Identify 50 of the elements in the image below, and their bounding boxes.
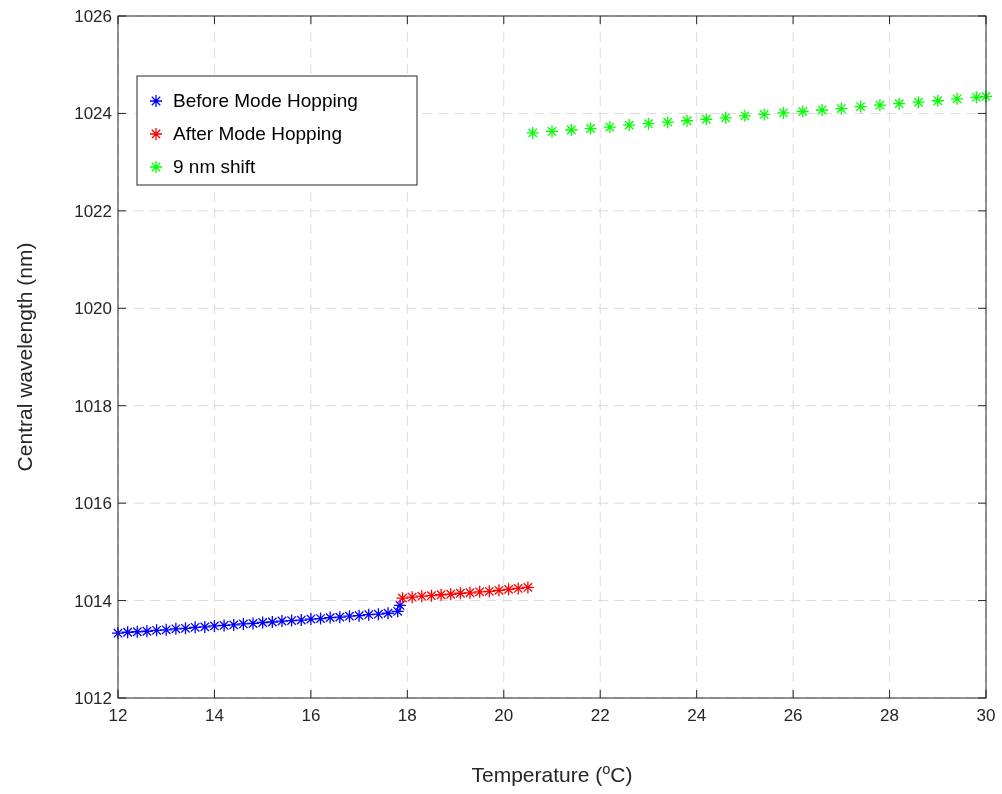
x-tick-label: 18 [397, 706, 417, 725]
y-tick-label: 1014 [74, 591, 112, 611]
point [892, 97, 906, 111]
y-tick-label: 1016 [74, 494, 112, 514]
point [815, 103, 829, 117]
point [796, 104, 810, 119]
point [757, 107, 771, 122]
x-tick-label: 30 [976, 706, 996, 725]
point [873, 98, 887, 112]
point [622, 118, 636, 132]
point [931, 94, 945, 108]
x-tick-label: 24 [687, 706, 707, 725]
x-tick-label: 26 [783, 706, 803, 725]
y-tick-label: 1026 [74, 7, 112, 26]
point [911, 95, 926, 109]
point [284, 613, 299, 628]
y-axis-title: Central wavelength (nm) [13, 242, 36, 472]
point [545, 124, 559, 139]
point [583, 121, 598, 136]
point [950, 92, 964, 106]
legend-label: 9 nm shift [173, 156, 257, 177]
y-tick-label: 1022 [74, 201, 112, 221]
y-tick-label: 1018 [74, 396, 112, 416]
point [526, 126, 540, 140]
x-tick-label: 20 [494, 706, 514, 725]
point [641, 117, 656, 131]
y-tick-label: 1012 [74, 689, 112, 708]
point [217, 618, 231, 633]
x-tick-label: 22 [590, 706, 610, 725]
point [738, 109, 752, 123]
legend-label: After Mode Hopping [173, 123, 342, 144]
x-tick-label: 28 [880, 706, 900, 725]
y-tick-label: 1024 [74, 104, 112, 124]
x-axis-title: Temperature ($^{o}$C) [471, 761, 633, 786]
legend-label: Before Mode Hopping [173, 90, 358, 111]
point [776, 106, 791, 120]
point [393, 598, 407, 613]
point [834, 101, 848, 116]
point [853, 99, 868, 114]
point [564, 123, 578, 137]
point [130, 625, 144, 639]
point [603, 120, 617, 134]
y-tick-label: 1020 [74, 299, 112, 319]
point [680, 114, 694, 128]
x-tick-label: 14 [204, 706, 224, 725]
x-tick-label: 12 [108, 706, 128, 725]
point [661, 115, 675, 129]
point [718, 111, 733, 125]
x-tick-label: 16 [301, 706, 321, 725]
point [699, 112, 713, 126]
